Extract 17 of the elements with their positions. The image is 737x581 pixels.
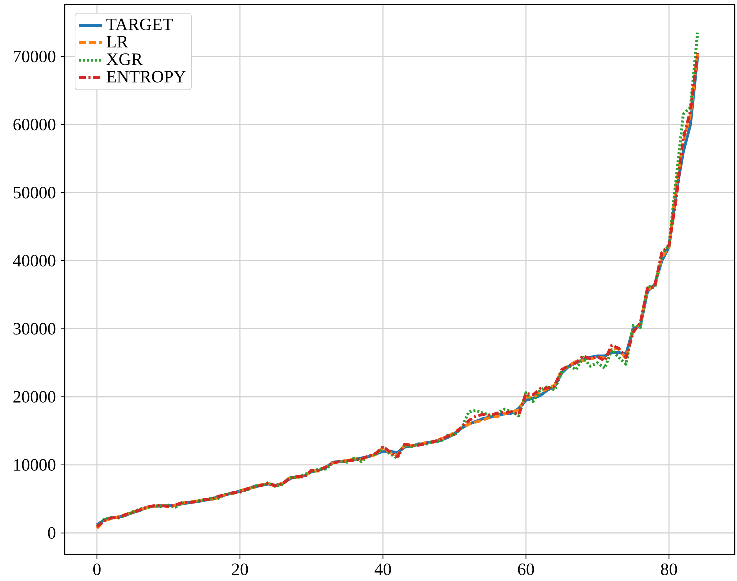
y-tick-label: 60000 [14,118,56,131]
y-tick-label: 70000 [14,50,56,63]
y-tick-label: 0 [48,527,56,540]
x-tick-label: 60 [518,564,534,576]
legend-label: XGR [106,54,143,66]
x-tick-label: 0 [94,564,101,576]
y-tick-label: 40000 [13,255,56,267]
x-tick-label: 20 [232,564,248,576]
y-tick-label: 30000 [14,323,56,335]
y-tick-label: 20000 [14,391,56,403]
legend-label: ENTROPY [106,71,186,83]
legend-label: LR [106,36,128,48]
x-tick-label: 40 [374,564,392,576]
y-tick-label: 10000 [14,459,56,471]
x-tick-label: 80 [661,564,678,576]
y-tick-label: 50000 [14,187,56,199]
legend-label: TARGET [106,18,174,30]
